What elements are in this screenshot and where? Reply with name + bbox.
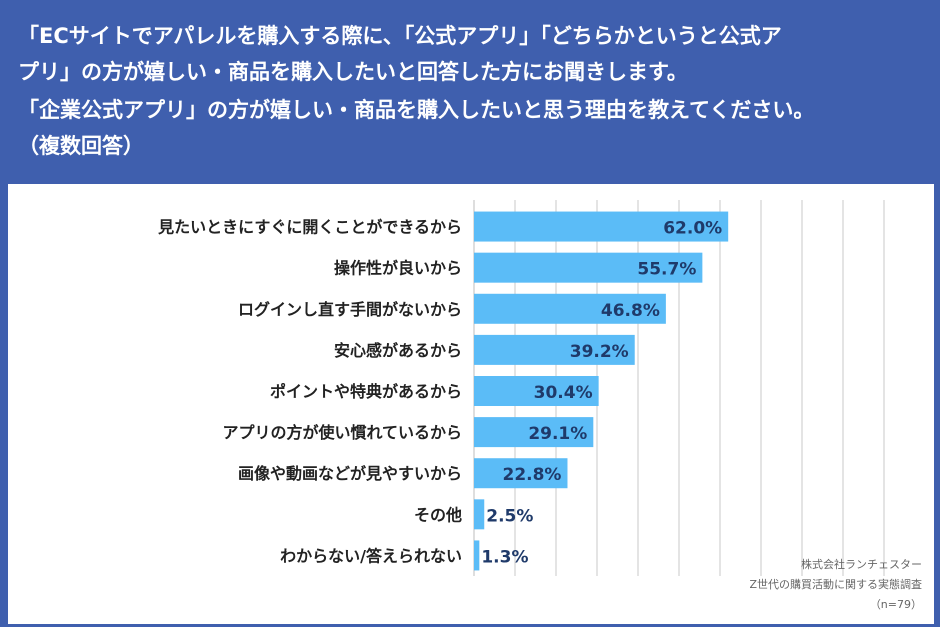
chart-panel: 見たいときにすぐに開くことができるから 62.0% 操作性が良いから 55.7% ログイ… — [8, 184, 934, 624]
source-survey: Z世代の購買活動に関する実態調査 — [749, 578, 922, 591]
bar-chart: 見たいときにすぐに開くことができるから 62.0% 操作性が良いから 55.7% ログイ… — [157, 200, 885, 576]
category-label: 操作性が良いから — [334, 259, 462, 278]
value-label: 39.2% — [570, 342, 629, 362]
chart-header: 「ECサイトでアパレルを購入する際に、「公式アプリ」「どちらかというと公式ア プ… — [0, 0, 940, 180]
bar — [474, 376, 599, 406]
value-label: 30.4% — [534, 383, 593, 403]
value-label: 22.8% — [502, 465, 561, 485]
category-label: 安心感があるから — [334, 341, 462, 360]
value-label: 55.7% — [637, 260, 696, 280]
value-label: 2.5% — [486, 506, 533, 526]
bar — [474, 540, 480, 571]
category-label: ポイントや特典があるから — [270, 382, 462, 401]
question-line-1: 「ECサイトでアパレルを購入する際に、「公式アプリ」「どちらかというと公式ア — [18, 24, 782, 48]
value-label: 46.8% — [601, 301, 660, 321]
source-sample-size: （n=79） — [869, 598, 922, 611]
category-label: その他 — [414, 505, 462, 524]
category-label: 見たいときにすぐに開くことができるから — [157, 218, 462, 237]
category-label: ログインし直す手間がないから — [238, 300, 462, 319]
bar — [474, 211, 729, 242]
bar — [474, 417, 594, 448]
question-line-3: 「企業公式アプリ」の方が嬉しい・商品を購入したいと思う理由を教えてください。 — [18, 98, 815, 122]
question-line-4: （複数回答） — [18, 134, 144, 158]
value-label: 62.0% — [663, 219, 722, 239]
question-line-2: プリ」の方が嬉しい・商品を購入したいと回答した方にお聞きします。 — [18, 60, 688, 84]
bar — [474, 293, 666, 324]
bar — [474, 458, 568, 489]
category-label: アプリの方が使い慣れているから — [222, 423, 462, 442]
bar — [474, 252, 703, 283]
value-label: 1.3% — [481, 547, 528, 567]
source-company: 株式会社ランチェスター — [801, 558, 922, 571]
bar — [474, 499, 485, 530]
value-label: 29.1% — [528, 424, 587, 444]
category-label: わからない/答えられない — [280, 546, 462, 565]
bar — [474, 334, 635, 365]
category-label: 画像や動画などが見やすいから — [238, 464, 462, 483]
